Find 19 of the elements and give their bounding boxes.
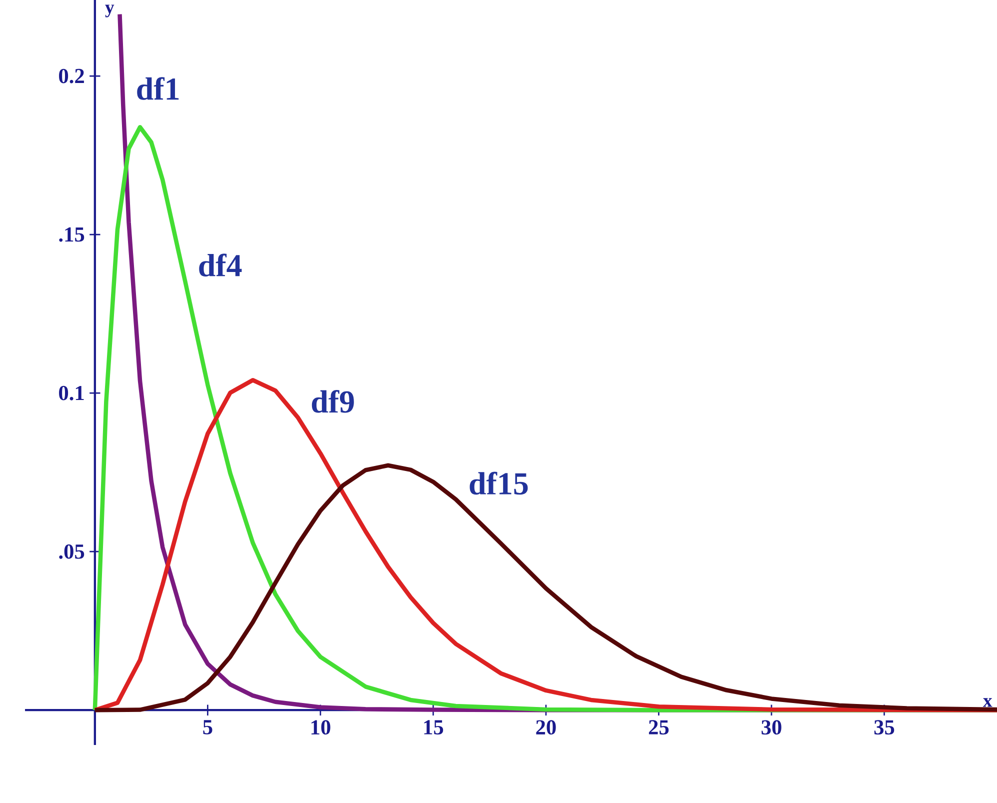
series-label: df4: [199, 254, 242, 276]
series-label: df1: [137, 77, 179, 100]
y-tick-label: 0.1: [59, 386, 84, 400]
series-label: df15: [470, 472, 528, 495]
y-tick-label: 0.2: [59, 68, 84, 84]
x-tick-label: 15: [424, 720, 444, 734]
x-tick-label: 10: [311, 720, 330, 735]
line-series: [92, 378, 997, 712]
series-label: df9: [312, 390, 354, 413]
x-tick-label: 20: [536, 720, 556, 735]
line-series: [92, 463, 997, 712]
y-tick-label: .15: [59, 227, 84, 242]
x-axis-title: x: [983, 698, 992, 707]
y-tick-label: .05: [59, 544, 84, 559]
y-axis-title: y: [105, 4, 114, 18]
x-tick-label: 30: [762, 720, 782, 735]
x-tick-label: 25: [648, 720, 669, 734]
x-tick-label: 35: [874, 720, 894, 734]
x-tick-label: 5: [203, 720, 212, 734]
